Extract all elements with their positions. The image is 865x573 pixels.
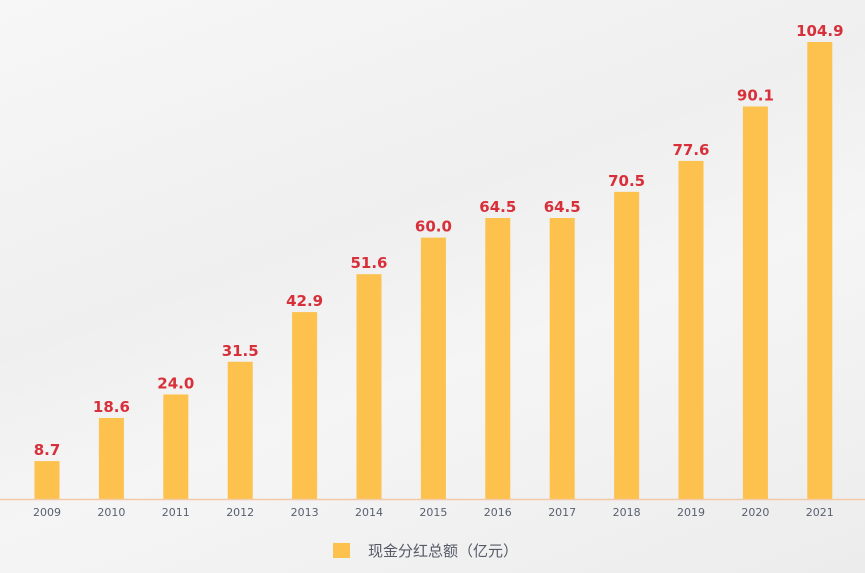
data-label: 64.5: [479, 198, 516, 216]
bar: [227, 361, 253, 499]
x-tick-label: 2018: [613, 506, 641, 519]
bar: [678, 160, 704, 499]
x-tick-label: 2019: [677, 506, 705, 519]
data-label: 42.9: [286, 292, 323, 310]
bar: [742, 106, 768, 499]
x-tick-label: 2015: [419, 506, 447, 519]
legend-swatch: [333, 543, 350, 558]
bar: [614, 191, 640, 500]
x-tick-label: 2010: [97, 506, 125, 519]
data-label: 60.0: [415, 218, 452, 236]
legend-label: 现金分红总额（亿元）: [368, 542, 519, 560]
data-label: 8.7: [34, 441, 61, 459]
data-label: 77.6: [672, 141, 709, 159]
x-tick-label: 2017: [548, 506, 576, 519]
data-label: 90.1: [737, 86, 774, 104]
bar: [420, 237, 446, 499]
data-label: 51.6: [350, 254, 387, 272]
x-tick-label: 2020: [741, 506, 769, 519]
bar: [292, 312, 318, 499]
x-tick-label: 2013: [291, 506, 319, 519]
data-label: 64.5: [544, 198, 581, 216]
bar: [807, 42, 833, 499]
bar: [356, 274, 382, 499]
bar: [549, 218, 575, 499]
data-label: 104.9: [796, 22, 843, 40]
x-tick-label: 2016: [484, 506, 512, 519]
x-tick-label: 2014: [355, 506, 383, 519]
bar: [98, 417, 124, 499]
bar: [485, 218, 511, 499]
data-label: 18.6: [93, 398, 130, 416]
bar: [34, 461, 60, 499]
legend: 现金分红总额（亿元）: [333, 540, 518, 561]
bar: [163, 394, 189, 499]
x-tick-label: 2021: [806, 506, 834, 519]
data-label: 24.0: [157, 374, 194, 392]
data-label: 70.5: [608, 172, 645, 190]
x-tick-label: 2011: [162, 506, 190, 519]
x-tick-label: 2009: [33, 506, 61, 519]
x-tick-label: 2012: [226, 506, 254, 519]
data-label: 31.5: [222, 342, 259, 360]
